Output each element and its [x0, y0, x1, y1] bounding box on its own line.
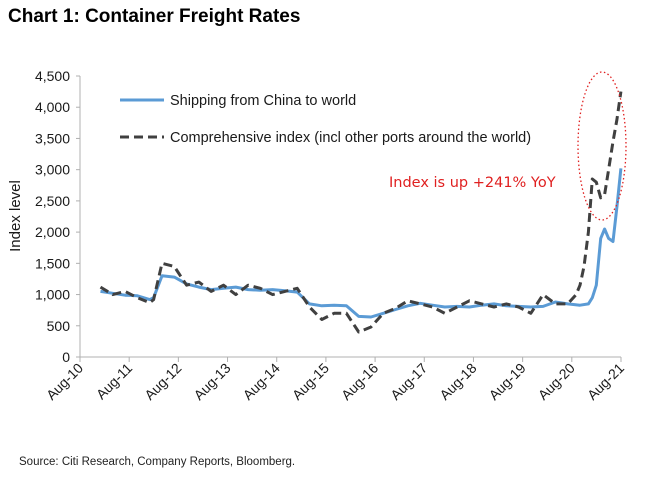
y-tick-label: 1,500: [35, 255, 70, 271]
y-tick-label: 4,000: [35, 99, 70, 115]
x-tick-label: Aug-21: [584, 360, 627, 403]
x-tick-label: Aug-11: [93, 360, 136, 403]
page-title: Chart 1: Container Freight Rates: [8, 6, 301, 27]
y-tick-label: 3,000: [35, 162, 70, 178]
x-tick-label: Aug-17: [387, 360, 430, 403]
y-tick-labels: 0 500 1,000 1,500 2,000 2,500 3,000 3,500 4,000 4…: [35, 68, 70, 365]
y-axis-label: Index level: [7, 180, 24, 252]
legend-label-comprehensive: Comprehensive index (incl other ports ar…: [170, 130, 531, 146]
legend: Shipping from China to world Comprehensi…: [120, 93, 531, 146]
x-tick-label: Aug-14: [240, 360, 283, 403]
x-tick-label: Aug-20: [535, 360, 578, 403]
x-tick-label: Aug-19: [486, 360, 529, 403]
x-tick-labels: Aug-10 Aug-11 Aug-12 Aug-13 Aug-14 Aug-15 Aug-…: [43, 360, 627, 403]
x-tick-label: Aug-12: [141, 360, 184, 403]
y-tick-label: 2,000: [35, 224, 70, 240]
y-tick-label: 500: [47, 318, 71, 334]
y-tick-label: 3,500: [35, 130, 70, 146]
series-line-comprehensive: [99, 91, 623, 334]
highlight-ellipse: [577, 71, 627, 221]
x-tick-label: Aug-15: [289, 360, 332, 403]
y-tick-label: 4,500: [35, 68, 70, 84]
x-tick-label: Aug-16: [338, 360, 381, 403]
series-lines: [99, 91, 623, 334]
x-tick-label: Aug-18: [436, 360, 479, 403]
source-note: Source: Citi Research, Company Reports, …: [19, 456, 296, 468]
chart-axes: [76, 75, 622, 362]
y-tick-label: 0: [62, 349, 70, 365]
legend-label-china: Shipping from China to world: [170, 93, 356, 109]
yoy-annotation: Index is up +241% YoY: [389, 175, 556, 191]
x-tick-label: Aug-13: [190, 360, 233, 403]
y-tick-label: 2,500: [35, 193, 70, 209]
y-tick-label: 1,000: [35, 287, 70, 303]
x-tick-label: Aug-10: [43, 360, 86, 403]
